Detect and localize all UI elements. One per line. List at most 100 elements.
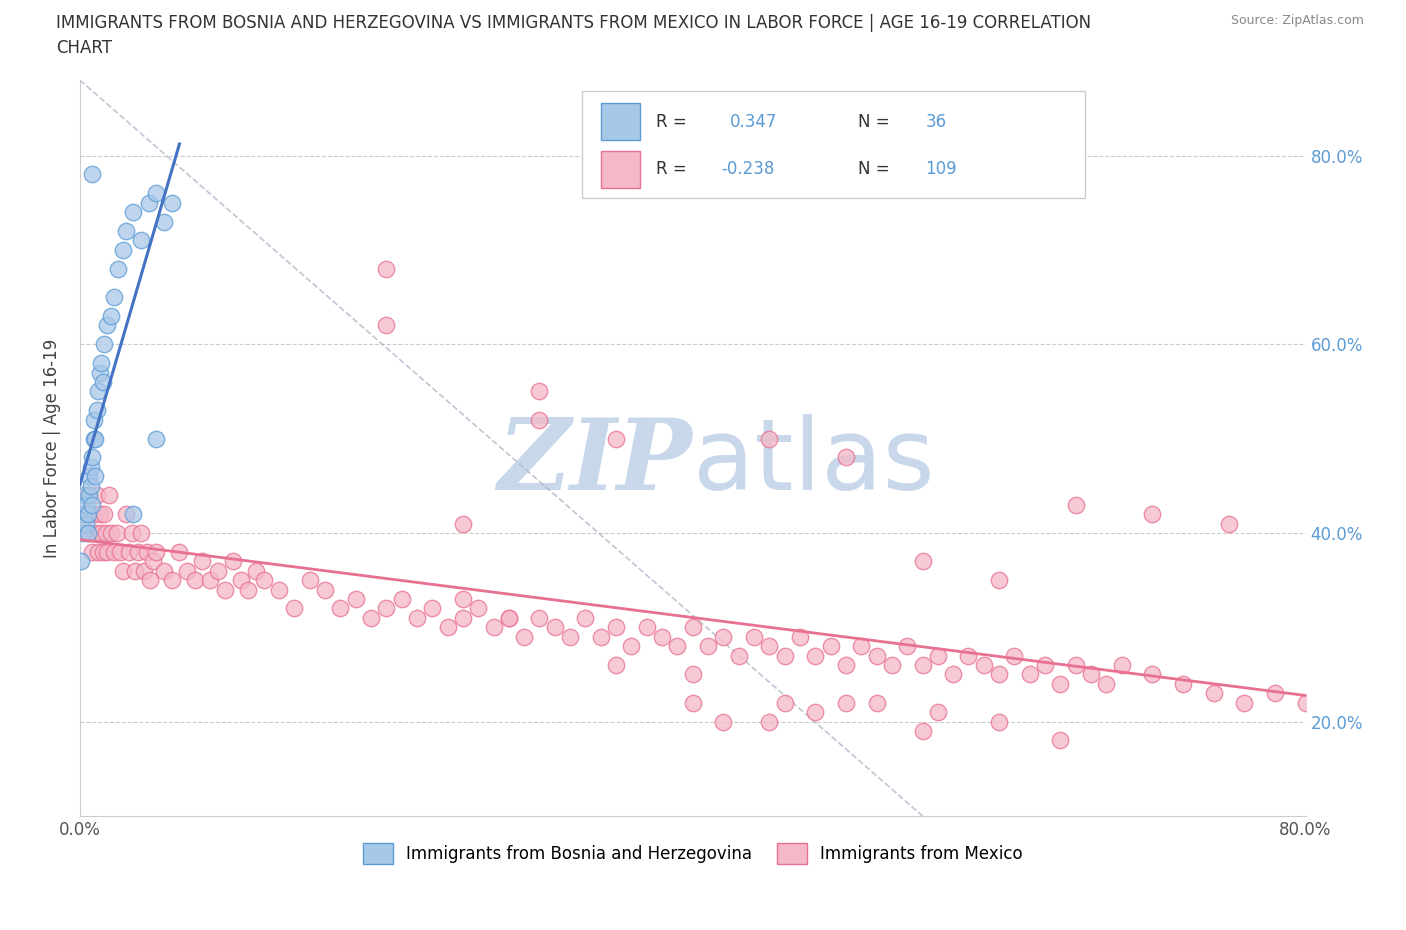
Point	[245, 564, 267, 578]
FancyBboxPatch shape	[582, 91, 1085, 198]
Point	[96, 544, 118, 559]
Point	[375, 318, 398, 333]
Point	[988, 573, 1011, 588]
Point	[77, 487, 100, 502]
Point	[83, 432, 105, 446]
Point	[129, 525, 152, 540]
Point	[96, 318, 118, 333]
Point	[145, 186, 167, 201]
Point	[114, 223, 136, 238]
Point	[298, 573, 321, 588]
Point	[911, 658, 934, 672]
Point	[100, 525, 122, 540]
Point	[1142, 507, 1164, 522]
Point	[697, 639, 720, 654]
Point	[1171, 676, 1194, 691]
Point	[314, 582, 336, 597]
Point	[122, 205, 145, 219]
Point	[84, 432, 107, 446]
Point	[651, 630, 673, 644]
Point	[666, 639, 689, 654]
Point	[682, 619, 704, 634]
Point	[107, 261, 129, 276]
Point	[83, 507, 105, 522]
Point	[91, 544, 114, 559]
Point	[90, 355, 112, 370]
Point	[267, 582, 290, 597]
Point	[93, 337, 115, 352]
Point	[79, 459, 101, 474]
Point	[145, 544, 167, 559]
Text: N =: N =	[858, 113, 890, 130]
Point	[927, 705, 949, 720]
Point	[682, 696, 704, 711]
Point	[191, 553, 214, 568]
Point	[804, 648, 827, 663]
Point	[77, 525, 100, 540]
Point	[773, 696, 796, 711]
Point	[75, 498, 97, 512]
Point	[70, 553, 93, 568]
Point	[605, 432, 627, 446]
Point	[574, 610, 596, 625]
Point	[544, 619, 567, 634]
Point	[1095, 676, 1118, 691]
Point	[84, 525, 107, 540]
Legend: Immigrants from Bosnia and Herzegovina, Immigrants from Mexico: Immigrants from Bosnia and Herzegovina, …	[356, 836, 1029, 870]
Point	[942, 667, 965, 682]
Point	[111, 564, 134, 578]
Text: R =: R =	[657, 113, 686, 130]
Point	[138, 195, 160, 210]
Point	[865, 696, 887, 711]
Point	[83, 412, 105, 427]
Point	[1218, 516, 1240, 531]
Point	[94, 525, 117, 540]
Point	[1295, 696, 1317, 711]
Point	[742, 630, 765, 644]
Point	[820, 639, 842, 654]
Point	[529, 610, 551, 625]
Point	[121, 525, 143, 540]
Point	[1111, 658, 1133, 672]
Point	[1233, 696, 1256, 711]
Point	[79, 478, 101, 493]
Point	[758, 639, 780, 654]
Point	[558, 630, 581, 644]
Point	[1064, 658, 1087, 672]
Point	[103, 289, 125, 304]
Point	[184, 573, 207, 588]
Point	[222, 553, 245, 568]
Point	[198, 573, 221, 588]
Point	[329, 601, 352, 616]
Point	[229, 573, 252, 588]
Point	[758, 714, 780, 729]
Point	[804, 705, 827, 720]
Text: IMMIGRANTS FROM BOSNIA AND HERZEGOVINA VS IMMIGRANTS FROM MEXICO IN LABOR FORCE : IMMIGRANTS FROM BOSNIA AND HERZEGOVINA V…	[56, 14, 1091, 57]
Point	[82, 167, 104, 182]
Point	[76, 507, 98, 522]
Point	[82, 498, 104, 512]
FancyBboxPatch shape	[600, 151, 640, 188]
Point	[134, 564, 156, 578]
Point	[139, 573, 162, 588]
Point	[896, 639, 918, 654]
Point	[391, 591, 413, 606]
Point	[207, 564, 229, 578]
Point	[84, 469, 107, 484]
Point	[129, 233, 152, 248]
Point	[1064, 498, 1087, 512]
Point	[1018, 667, 1040, 682]
Point	[1002, 648, 1025, 663]
Point	[589, 630, 612, 644]
Point	[87, 384, 110, 399]
Point	[451, 516, 474, 531]
Point	[451, 591, 474, 606]
Point	[114, 507, 136, 522]
Point	[605, 619, 627, 634]
Point	[142, 553, 165, 568]
Point	[727, 648, 749, 663]
Point	[988, 667, 1011, 682]
Point	[988, 714, 1011, 729]
Point	[160, 195, 183, 210]
Point	[105, 525, 128, 540]
